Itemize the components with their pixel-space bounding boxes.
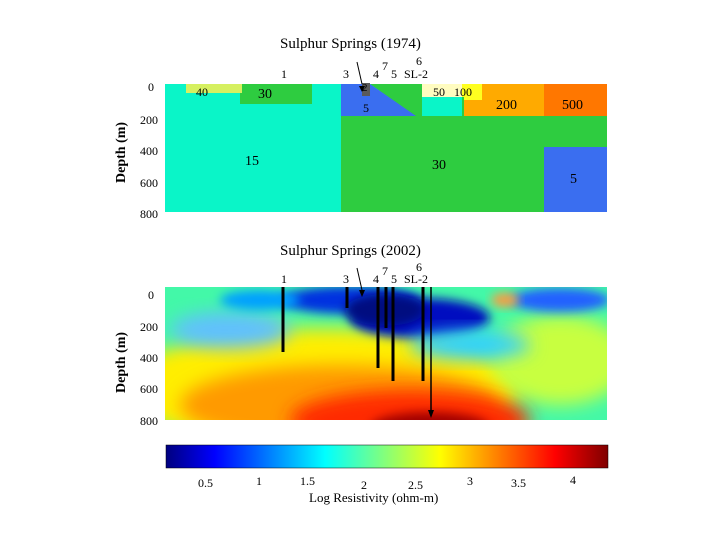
cbar-tick-0.5: 0.5	[198, 476, 213, 490]
zone-5-wedge	[341, 84, 416, 116]
well-label-2002-7: 7	[382, 264, 388, 278]
zone-500	[544, 84, 607, 116]
ytick-2002-0: 0	[148, 288, 154, 302]
cbar-tick-4: 4	[570, 473, 576, 487]
cbar-tick-1.5: 1.5	[300, 474, 315, 488]
title-2002: Sulphur Springs (2002)	[280, 243, 421, 259]
well-label-2002-4: 4	[373, 272, 379, 286]
colorbar	[165, 444, 609, 469]
ytick-2002-200: 200	[140, 320, 158, 334]
ytick-2002-600: 600	[140, 382, 158, 396]
cbar-tick-2.5: 2.5	[408, 478, 423, 492]
well-label-2002-1: 1	[281, 272, 287, 286]
zone-5-deep	[544, 147, 607, 212]
zone-label-15: 15	[245, 154, 259, 169]
zone-label-30: 30	[258, 87, 272, 102]
zone-label-40: 40	[196, 85, 208, 99]
zone-100b	[464, 84, 482, 100]
ytick-1974-200: 200	[140, 113, 158, 127]
ytick-2002-800: 800	[140, 414, 158, 428]
zone-100	[462, 84, 464, 97]
cbar-tick-3.5: 3.5	[511, 476, 526, 490]
zone-2	[362, 83, 370, 96]
well-label-1974-6: 6	[416, 54, 422, 68]
ytick-2002-400: 400	[140, 351, 158, 365]
zone-30-base	[341, 147, 544, 212]
well-label-1974-3: 3	[343, 67, 349, 81]
zone-50	[422, 84, 462, 97]
zone-label-100: 100	[454, 85, 472, 99]
well-label-2002-5: 5	[391, 272, 397, 286]
title-1974: Sulphur Springs (1974)	[280, 36, 421, 52]
well-label-1974-4: 4	[373, 67, 379, 81]
ytick-1974-600: 600	[140, 176, 158, 190]
well-label-2002-3: 3	[343, 272, 349, 286]
ytick-1974-0: 0	[148, 80, 154, 94]
well-label-1974-5: 5	[391, 67, 397, 81]
well-label-1974-2: 2	[362, 82, 368, 94]
zone-label-50: 50	[433, 85, 445, 99]
zone-30-wedge	[370, 84, 422, 116]
well-label-1974-7: 7	[382, 59, 388, 73]
zone-green-under	[544, 116, 607, 147]
ytick-1974-400: 400	[140, 144, 158, 158]
cbar-tick-1: 1	[256, 474, 262, 488]
zone-label-200: 200	[496, 98, 517, 113]
colorbar-label: Log Resistivity (ohm-m)	[309, 490, 439, 505]
zone-30-top	[240, 84, 312, 104]
cbar-tick-2: 2	[361, 478, 367, 492]
zone-label-5b: 5	[570, 172, 577, 187]
cbar-tick-3: 3	[467, 474, 473, 488]
zone-label-5: 5	[363, 101, 369, 115]
well-label-1974-sl2: SL-2	[404, 67, 428, 81]
zone-40	[186, 84, 242, 93]
well-label-2002-sl2: SL-2	[404, 272, 428, 286]
well-label-2002-6: 6	[416, 260, 422, 274]
well-label-1974-1: 1	[281, 67, 287, 81]
ytick-1974-800: 800	[140, 207, 158, 221]
zone-label-500: 500	[562, 98, 583, 113]
zone-label-30b: 30	[432, 158, 446, 173]
